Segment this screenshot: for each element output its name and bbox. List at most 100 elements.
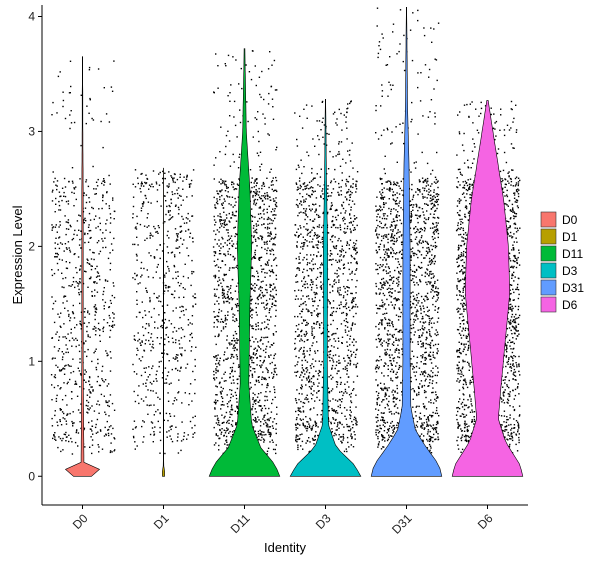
data-point	[254, 117, 256, 119]
data-point	[344, 212, 346, 214]
data-point	[353, 344, 355, 347]
data-point	[430, 437, 433, 439]
data-point	[60, 450, 62, 453]
data-point	[265, 264, 267, 266]
data-point	[65, 247, 68, 249]
data-point	[254, 290, 256, 292]
data-point	[425, 203, 428, 205]
data-point	[256, 349, 258, 351]
data-point	[102, 199, 104, 202]
data-point	[273, 386, 275, 388]
data-point	[110, 217, 112, 219]
data-point	[220, 183, 222, 185]
data-point	[172, 181, 175, 183]
data-point	[433, 230, 435, 233]
data-point	[327, 185, 329, 187]
data-point	[252, 325, 254, 327]
data-point	[177, 354, 179, 356]
data-point	[98, 404, 101, 406]
data-point	[255, 225, 258, 227]
data-point	[391, 292, 393, 294]
data-point	[301, 310, 303, 313]
data-point	[192, 305, 194, 307]
data-point	[231, 240, 233, 242]
data-point	[318, 235, 321, 237]
data-point	[258, 288, 260, 290]
data-point	[313, 235, 315, 237]
data-point	[91, 265, 93, 267]
data-point	[320, 288, 323, 290]
data-point	[140, 267, 142, 269]
data-point	[388, 387, 390, 389]
data-point	[393, 220, 396, 223]
data-point	[53, 272, 56, 275]
data-point	[267, 371, 269, 374]
data-point	[70, 122, 73, 124]
data-point	[396, 387, 398, 390]
data-point	[218, 270, 220, 272]
data-point	[52, 226, 55, 228]
data-point	[256, 178, 258, 180]
data-point	[55, 364, 57, 367]
data-point	[435, 228, 438, 231]
data-point	[272, 198, 275, 200]
data-point	[58, 316, 61, 318]
data-point	[416, 426, 419, 428]
data-point	[148, 339, 150, 342]
data-point	[157, 409, 159, 411]
data-point	[350, 400, 352, 402]
data-point	[174, 228, 177, 230]
data-point	[270, 284, 273, 286]
data-point	[232, 375, 234, 378]
data-point	[245, 64, 247, 66]
data-point	[255, 328, 257, 331]
data-point	[90, 265, 92, 267]
data-point	[272, 243, 274, 245]
data-point	[92, 389, 94, 391]
data-point	[303, 333, 305, 336]
data-point	[261, 434, 263, 436]
data-point	[263, 243, 266, 245]
data-point	[411, 350, 413, 352]
data-point	[135, 253, 138, 256]
data-point	[309, 187, 312, 189]
data-point	[254, 384, 256, 386]
data-point	[94, 318, 96, 321]
data-point	[254, 403, 257, 405]
data-point	[437, 292, 440, 294]
data-point	[64, 215, 66, 217]
data-point	[345, 251, 347, 254]
data-point	[394, 297, 396, 299]
data-point	[83, 222, 85, 224]
data-point	[343, 231, 345, 233]
data-point	[331, 368, 333, 370]
data-point	[401, 189, 403, 192]
data-point	[228, 212, 230, 215]
data-point	[263, 203, 265, 206]
data-point	[266, 302, 269, 305]
data-point	[375, 379, 377, 381]
data-point	[259, 151, 262, 153]
data-point	[394, 224, 396, 227]
data-point	[301, 339, 303, 342]
data-point	[333, 224, 336, 226]
data-point	[175, 354, 178, 356]
data-point	[265, 351, 267, 354]
data-point	[62, 105, 64, 108]
data-point	[193, 297, 196, 299]
data-point	[56, 231, 58, 233]
data-point	[351, 270, 353, 273]
data-point	[265, 336, 267, 339]
data-point	[187, 277, 189, 279]
data-point	[353, 227, 356, 229]
data-point	[261, 235, 263, 238]
data-point	[426, 210, 428, 212]
data-point	[275, 189, 277, 191]
data-point	[217, 315, 220, 318]
data-point	[436, 421, 438, 423]
data-point	[316, 225, 319, 228]
data-point	[54, 432, 56, 434]
data-point	[87, 311, 89, 314]
data-point	[231, 339, 234, 342]
data-point	[72, 422, 74, 425]
